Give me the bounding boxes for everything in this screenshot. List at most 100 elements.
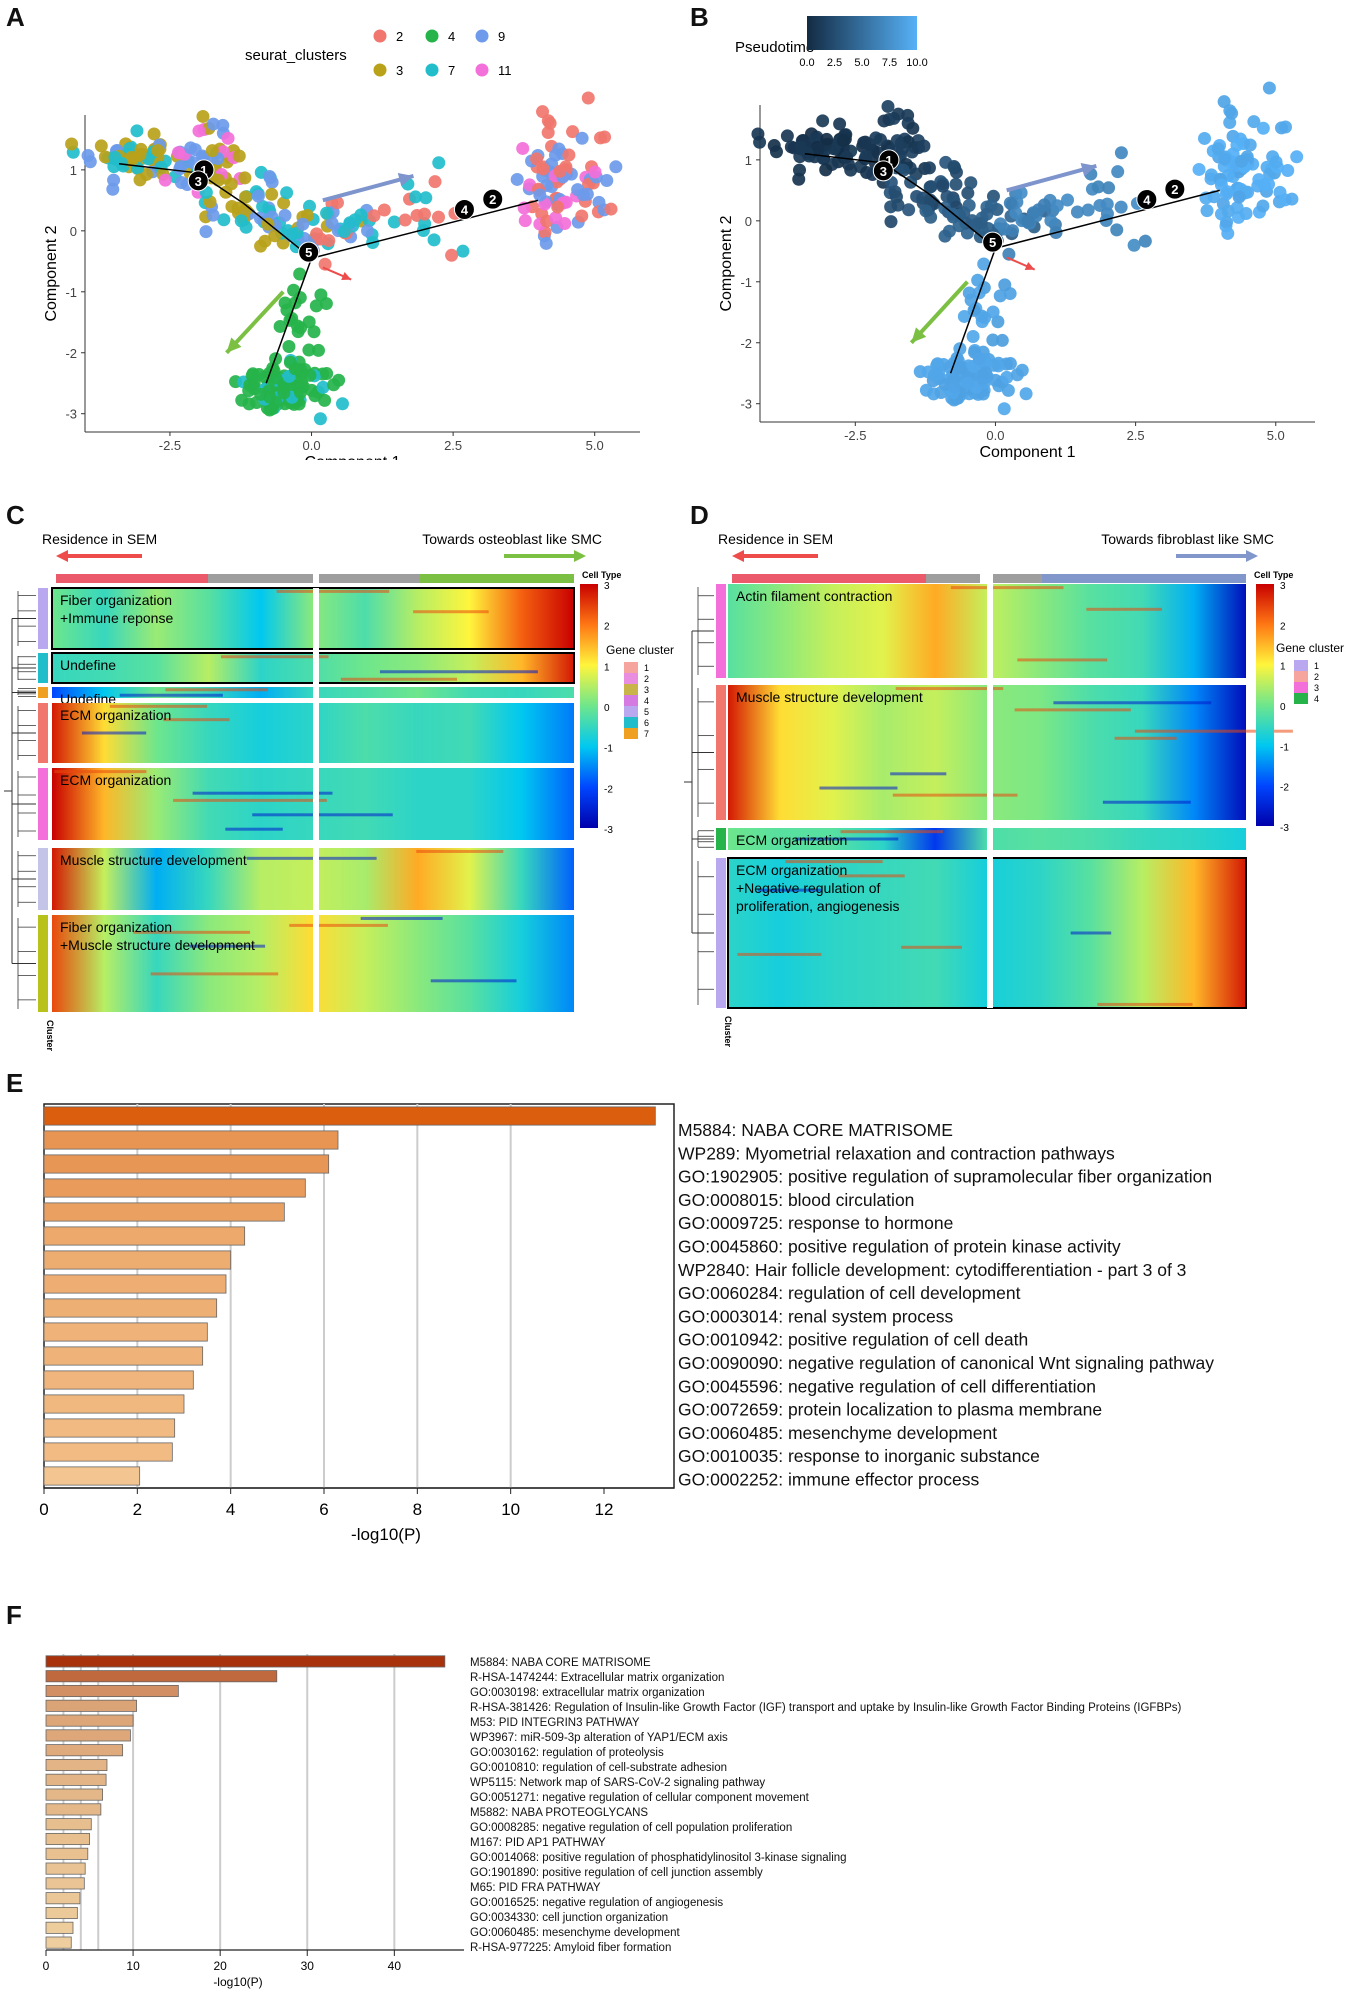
cell-point bbox=[1111, 165, 1125, 179]
term-label: M5882: NABA PROTEOGLYCANS bbox=[470, 1807, 648, 1819]
cluster-color-bar bbox=[716, 828, 726, 850]
branch-point-label: 5 bbox=[305, 245, 312, 260]
colorbar-tick: -3 bbox=[604, 825, 613, 836]
cell-point bbox=[1001, 383, 1015, 397]
cell-point bbox=[263, 390, 277, 404]
cell-point bbox=[268, 229, 282, 243]
cell-point bbox=[295, 375, 309, 389]
block-label-line: ECM organization bbox=[736, 862, 847, 878]
heatmap-streak bbox=[81, 731, 147, 735]
cell-point bbox=[1243, 138, 1257, 152]
trajectory-branch bbox=[949, 248, 997, 374]
cell-type-bar-segment bbox=[732, 574, 926, 583]
cell-point bbox=[83, 155, 97, 169]
branch-divider bbox=[313, 588, 319, 1012]
branch-point-marker bbox=[298, 241, 320, 263]
block-label: ECM organization +Negative regulation of p… bbox=[736, 862, 899, 914]
term-label: GO:1902905: positive regulation of supra… bbox=[678, 1167, 1212, 1187]
bar bbox=[45, 1670, 278, 1683]
y-tick-label: 1 bbox=[70, 163, 77, 178]
cell-point bbox=[964, 293, 978, 307]
cell-point bbox=[206, 117, 220, 131]
cell-point bbox=[1256, 121, 1270, 135]
term-label: GO:0072659: protein localization to plas… bbox=[678, 1400, 1102, 1420]
cell-point bbox=[993, 289, 1007, 303]
term-label: GO:0034330: cell junction organization bbox=[470, 1912, 668, 1924]
cell-point bbox=[873, 133, 887, 147]
cell-point bbox=[820, 132, 834, 146]
branch-divider bbox=[987, 584, 993, 1008]
y-tick-label: 1 bbox=[745, 153, 752, 168]
cell-point bbox=[418, 217, 432, 231]
cell-point bbox=[1211, 142, 1225, 156]
legend-swatch bbox=[373, 63, 387, 77]
cell-point bbox=[884, 215, 898, 229]
cell-type-bar-segment bbox=[926, 574, 980, 583]
block-label-line: Muscle structure development bbox=[60, 852, 247, 868]
cell-point bbox=[794, 140, 808, 154]
cell-point bbox=[1003, 196, 1017, 210]
cell-point bbox=[1275, 121, 1289, 135]
gene-cluster-label: 2 bbox=[1314, 672, 1319, 682]
left-direction-label: Residence in SEM bbox=[42, 531, 157, 547]
cell-point bbox=[277, 196, 291, 210]
cell-point bbox=[302, 343, 316, 357]
block-label: ECM organization bbox=[736, 832, 847, 848]
term-label: M167: PID AP1 PATHWAY bbox=[470, 1837, 606, 1849]
branch-point-label: 1 bbox=[200, 163, 207, 178]
bar bbox=[43, 1394, 185, 1414]
cell-point bbox=[247, 376, 261, 390]
cell-point bbox=[125, 152, 139, 166]
cell-point bbox=[354, 208, 368, 222]
cell-point bbox=[516, 141, 530, 155]
bar bbox=[43, 1226, 246, 1246]
cell-point bbox=[1002, 247, 1016, 261]
cell-point bbox=[947, 380, 961, 394]
term-label: R-HSA-1474244: Extracellular matrix orga… bbox=[470, 1672, 724, 1684]
trajectory-plot-pseudotime: -2.5 0.0 2.5 5.0 1 0 -1 -2 -3 Component 1 Componen… bbox=[718, 16, 1315, 460]
cell-point bbox=[953, 361, 967, 375]
block-label-line: +Immune reponse bbox=[60, 610, 173, 626]
colorbar-tick: 0 bbox=[604, 703, 610, 714]
cell-point bbox=[302, 315, 316, 329]
cell-point bbox=[751, 127, 765, 141]
cell-point bbox=[256, 199, 270, 213]
colorbar-tick: 1 bbox=[1280, 662, 1286, 673]
gene-cluster-swatch bbox=[1294, 671, 1308, 682]
cell-point bbox=[575, 209, 589, 223]
term-label: M65: PID FRA PATHWAY bbox=[470, 1882, 601, 1894]
colorbar-tick: 0 bbox=[1280, 702, 1286, 713]
gene-cluster-label: 7 bbox=[644, 729, 649, 739]
colorbar-tick: -2 bbox=[604, 784, 613, 795]
cell-point bbox=[510, 172, 524, 186]
gene-cluster-label: 1 bbox=[644, 663, 649, 673]
x-tick-label: 8 bbox=[413, 1500, 422, 1519]
gene-cluster-swatch bbox=[624, 695, 638, 706]
heatmap-streak bbox=[360, 916, 443, 920]
panel-label-b: B bbox=[690, 2, 709, 32]
x-tick-label: 5.0 bbox=[586, 438, 604, 453]
cell-point bbox=[553, 164, 567, 178]
cell-point bbox=[134, 142, 148, 156]
expression-colorbar bbox=[1256, 584, 1274, 826]
cell-point bbox=[269, 371, 283, 385]
legend-swatch bbox=[425, 63, 439, 77]
heatmap-streak bbox=[225, 827, 283, 831]
term-label: GO:0045860: positive regulation of prote… bbox=[678, 1237, 1121, 1257]
cell-point bbox=[335, 397, 349, 411]
bar bbox=[45, 1684, 179, 1698]
cell-point bbox=[932, 366, 946, 380]
heatmap-streak bbox=[819, 786, 898, 790]
heatmap-streak bbox=[192, 791, 333, 795]
cell-point bbox=[811, 142, 825, 156]
y-tick-label: 0 bbox=[745, 214, 752, 229]
cell-point bbox=[575, 131, 589, 145]
cell-point bbox=[98, 150, 112, 164]
x-tick-label: 4 bbox=[226, 1500, 235, 1519]
term-label: GO:0060485: mesenchyme development bbox=[470, 1927, 680, 1939]
bar bbox=[45, 1729, 131, 1742]
cell-point bbox=[318, 393, 332, 407]
cell-point bbox=[130, 124, 144, 138]
heatmap-streak bbox=[737, 952, 822, 956]
bar bbox=[43, 1442, 173, 1462]
